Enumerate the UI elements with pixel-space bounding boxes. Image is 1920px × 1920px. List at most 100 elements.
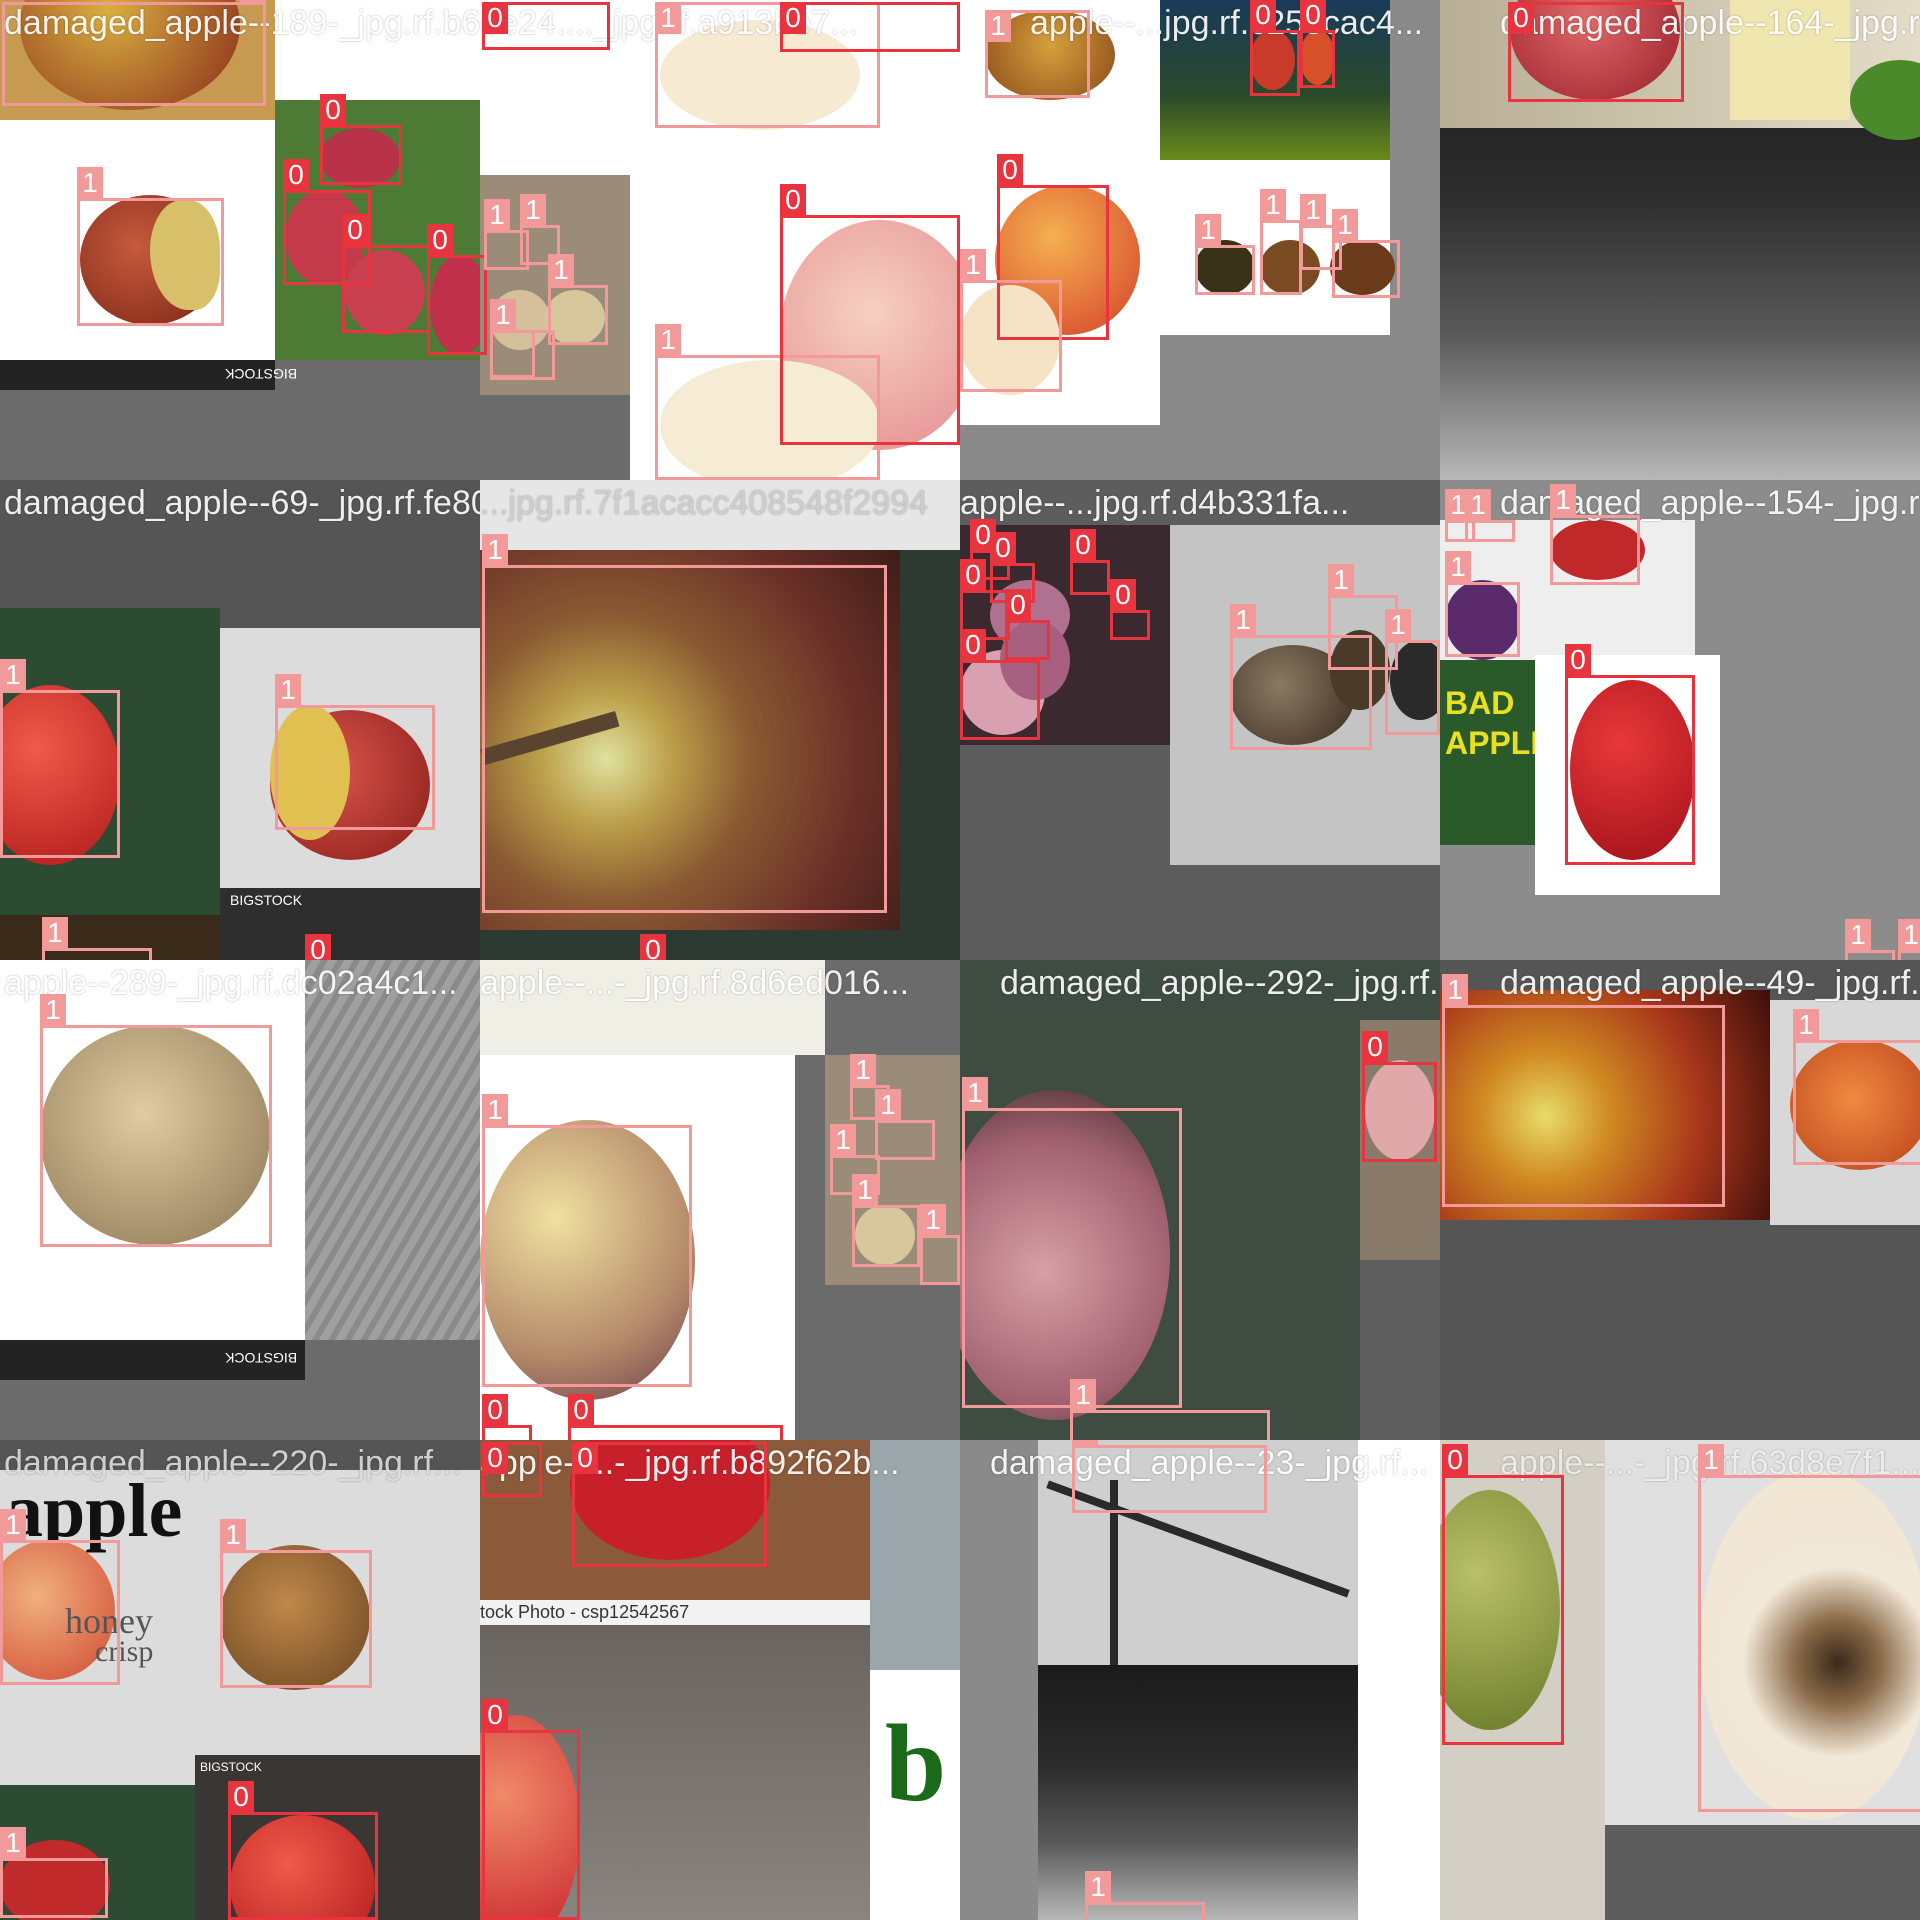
tile-filename: apple--...-_jpg.rf.8d6ed016... bbox=[480, 964, 910, 1002]
bbox-label-0: 0 bbox=[320, 94, 402, 185]
bbox-label-1: 1 bbox=[1300, 194, 1342, 270]
apple-photo bbox=[1390, 640, 1440, 720]
bbox-label-0: 0 bbox=[283, 159, 371, 285]
bbox-label-1: 1 bbox=[960, 249, 1062, 392]
apple-half bbox=[1700, 1470, 1920, 1820]
apple-photo bbox=[0, 685, 120, 865]
bbox-label-1: 1 bbox=[490, 299, 535, 378]
tile-filename: damaged_apple--189-_jpg.rf.b6be24...._jp… bbox=[4, 4, 859, 42]
tile-damaged-apple-69: BIGSTOCK damaged_apple--69-_jpg.rf.fe800… bbox=[0, 480, 480, 960]
tile-damaged-apple-220: apple honey crisp BIGSTOCK damaged_apple… bbox=[0, 1440, 480, 1920]
bbox-class-tag: 1 bbox=[920, 1204, 946, 1236]
bbox-label-1: 1 bbox=[1260, 189, 1302, 295]
bigstock-watermark: BIGSTOCK bbox=[200, 1760, 262, 1774]
apple-photo bbox=[480, 1120, 695, 1400]
bbox-class-tag: 1 bbox=[1793, 1009, 1819, 1041]
apple-closeup bbox=[1440, 990, 1770, 1220]
bbox-class-tag: 1 bbox=[1465, 489, 1491, 521]
photo-bg bbox=[480, 1600, 870, 1625]
bbox-label-1: 1 bbox=[275, 674, 435, 830]
tile-apple-b892f62b: tock Photo - csp12542567 b apple--...-_j… bbox=[480, 1440, 960, 1920]
bbox-class-tag: 1 bbox=[1195, 214, 1221, 246]
apple-photo bbox=[1195, 240, 1255, 295]
bbox-label-1: 1 bbox=[1072, 1440, 1267, 1513]
apple-slice bbox=[960, 285, 1060, 395]
bbox-class-tag: 1 bbox=[548, 254, 574, 286]
bbox-class-tag: 0 bbox=[427, 224, 453, 256]
tile-apple-c25ecac4: apple--...jpg.rf.c25ecac4... 1 0 0 0 1 1… bbox=[960, 0, 1440, 480]
apple-photo bbox=[220, 1545, 370, 1690]
bigstock-watermark: BIGSTOCK bbox=[225, 1350, 298, 1366]
bbox-class-tag: 0 bbox=[1110, 579, 1136, 611]
photo-bg bbox=[1440, 660, 1535, 845]
photo-bg bbox=[480, 480, 960, 550]
bbox-class-tag: 1 bbox=[240, 0, 266, 3]
tile-damaged-apple-23: damaged_apple--23-_jpg.rf... 1 1 bbox=[960, 1440, 1440, 1920]
tile-filename: apple--...-_jpg.rf.b892f62b... bbox=[480, 1444, 900, 1482]
apple-wordmark: apple bbox=[5, 1469, 183, 1553]
bbox-label-0: 0 bbox=[482, 1699, 580, 1920]
tile-filename: ...jpg.rf.7f1acacc408548f2994 bbox=[480, 484, 928, 522]
bbox-class-tag: 1 bbox=[1070, 1379, 1096, 1411]
tile-filename: damaged_apple--23-_jpg.rf... bbox=[990, 1444, 1429, 1482]
bad-apple-sign-bad: BAD bbox=[1445, 685, 1515, 721]
bbox-label-0: 0 bbox=[1005, 589, 1050, 660]
bbox-class-tag: 1 bbox=[875, 1089, 901, 1121]
apple-photo bbox=[1365, 1060, 1435, 1160]
bbox-label-1: 1 bbox=[42, 917, 152, 960]
bbox-label-0: 0 bbox=[1442, 1444, 1564, 1745]
bbox-label-1: 1 bbox=[1385, 609, 1440, 735]
bbox-label-1: 1 bbox=[655, 2, 880, 128]
tile-apple-8d6ed016: apple--...-_jpg.rf.8d6ed016... 1 1 1 1 1… bbox=[480, 960, 960, 1440]
bbox-label-0: 0 bbox=[342, 214, 430, 333]
bigstock-watermark: BIGSTOCK bbox=[230, 892, 303, 908]
bbox-label-1: 1 bbox=[1085, 1871, 1205, 1920]
bbox-label-0: 0 bbox=[482, 1442, 542, 1497]
apple-photo bbox=[345, 250, 425, 335]
photo-bg bbox=[1038, 1440, 1358, 1665]
tile-damaged-apple-189: BIGSTOCK damaged_apple--189-_jpg.rf.b6be… bbox=[0, 0, 960, 480]
tile-filename: damaged_apple--164-_jpg.rf... bbox=[1500, 4, 1920, 42]
bbox-label-0: 0 bbox=[960, 629, 1040, 740]
bbox-label-0: 0 bbox=[1362, 1031, 1437, 1162]
bbox-class-tag: 0 bbox=[482, 1394, 508, 1426]
bbox-label-1: 1 bbox=[1195, 214, 1255, 295]
crisp-text: crisp bbox=[95, 1635, 154, 1668]
bbox-class-tag: 0 bbox=[997, 154, 1023, 186]
bbox-class-tag: 1 bbox=[1085, 1871, 1111, 1903]
bbox-label-0: 0 bbox=[997, 154, 1109, 340]
tile-filename: apple--...jpg.rf.c25ecac4... bbox=[1030, 4, 1424, 42]
bbox-class-tag: 1 bbox=[962, 1077, 988, 1109]
bbox-class-tag: 1 bbox=[960, 249, 986, 281]
apple-photo bbox=[1330, 630, 1390, 710]
bbox-label-1: 1 bbox=[2, 0, 266, 106]
bbox-label-1: 1 bbox=[482, 534, 887, 913]
apple-photo bbox=[1790, 1040, 1920, 1170]
bbox-label-1: 1 bbox=[0, 1827, 108, 1918]
tile-damaged-apple-154: BAD APPLE damaged_apple--154-_jpg.rf... … bbox=[1440, 480, 1920, 960]
bbox-class-tag: 1 bbox=[1845, 919, 1871, 951]
bbox-class-tag: 0 bbox=[1300, 0, 1326, 31]
bbox-class-tag: 0 bbox=[1565, 644, 1591, 676]
bbox-class-tag: 0 bbox=[960, 629, 986, 661]
bbox-label-0: 0 bbox=[1565, 644, 1695, 865]
bbox-label-1: 1 bbox=[1845, 919, 1895, 960]
bbox-label-1: 1 bbox=[920, 1204, 960, 1285]
apple-photo bbox=[1440, 1490, 1560, 1730]
bbox-label-1: 1 bbox=[1898, 919, 1920, 960]
bbox-label-0: 0 bbox=[780, 184, 960, 445]
bbox-class-tag: 1 bbox=[1445, 551, 1471, 583]
bbox-class-tag: 1 bbox=[0, 1509, 26, 1541]
tile-damaged-apple-164: damaged_apple--164-_jpg.rf... 0 bbox=[1440, 0, 1920, 480]
bbox-class-tag: 0 bbox=[482, 2, 508, 34]
bbox-label-0: 0 bbox=[482, 2, 610, 50]
bad-apple-sign-apple: APPLE bbox=[1445, 725, 1552, 761]
photo-bg bbox=[275, 0, 480, 100]
apple-photo bbox=[1250, 30, 1295, 90]
bbox-class-tag: 0 bbox=[780, 2, 806, 34]
bbox-label-0: 0 bbox=[1300, 0, 1335, 88]
bbox-class-tag: 1 bbox=[1442, 974, 1468, 1006]
photo-bg bbox=[1360, 1260, 1440, 1440]
bbox-class-tag: 1 bbox=[77, 167, 103, 199]
apple-photo bbox=[320, 128, 400, 188]
